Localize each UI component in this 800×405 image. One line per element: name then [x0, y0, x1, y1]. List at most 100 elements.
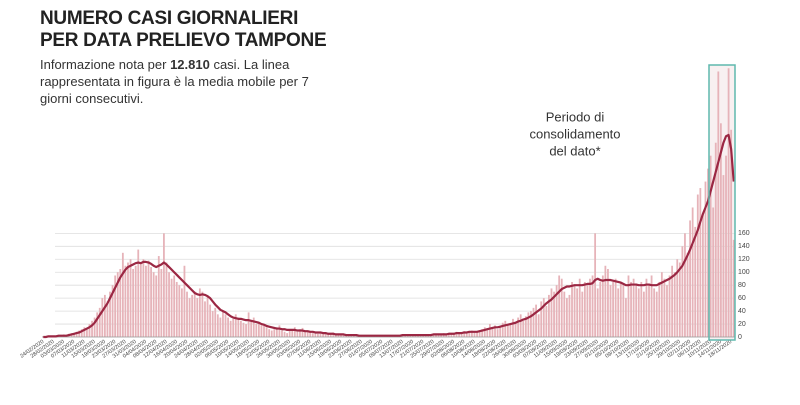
bar [247, 312, 250, 337]
bar [519, 314, 522, 337]
bar [514, 322, 517, 337]
bar [157, 256, 160, 337]
bar [75, 331, 78, 337]
bar [555, 285, 558, 337]
bar [134, 265, 137, 337]
bar [642, 291, 645, 337]
bar [632, 278, 635, 337]
bar [617, 288, 620, 337]
bar [78, 330, 81, 337]
bar [145, 265, 147, 337]
subtitle-count: 12.810 [170, 57, 210, 72]
bar [558, 275, 561, 337]
bar [337, 334, 340, 337]
bar [540, 301, 543, 337]
bar [219, 317, 222, 337]
bar [658, 281, 661, 337]
title-line: NUMERO CASI GIORNALIERI [40, 8, 299, 29]
bar [306, 331, 309, 337]
y-tick-label: 140 [738, 243, 750, 250]
bar [550, 288, 553, 337]
bar [245, 324, 247, 337]
bar [301, 327, 304, 337]
subtitle-text: casi. La linea rappresentata in figura è… [40, 57, 309, 106]
title: NUMERO CASI GIORNALIERI PER DATA PRELIEV… [40, 8, 327, 52]
bar [689, 220, 691, 337]
bar [725, 155, 727, 337]
bar [473, 332, 476, 337]
bar [494, 325, 496, 337]
bar [255, 324, 258, 337]
bar [612, 281, 614, 337]
bar [727, 68, 730, 337]
bar [694, 226, 697, 337]
bar [109, 291, 111, 337]
bar [530, 311, 532, 337]
bar [648, 285, 650, 337]
bar [483, 327, 486, 337]
bar [496, 329, 499, 337]
bar [707, 168, 709, 337]
bar [106, 301, 109, 337]
bar [142, 259, 145, 337]
bar [499, 326, 502, 337]
bar [424, 335, 427, 337]
bar [127, 262, 129, 337]
bar [476, 331, 478, 337]
moving-average-line [43, 133, 735, 339]
bar [586, 285, 589, 337]
bar [730, 129, 733, 337]
bar [625, 298, 627, 337]
bar [270, 330, 273, 337]
bar [717, 71, 720, 337]
bar [601, 275, 604, 337]
bar [630, 281, 632, 337]
bar [304, 330, 306, 337]
bar [506, 325, 509, 337]
bar [553, 291, 555, 337]
bar [168, 272, 170, 337]
bar [712, 207, 715, 337]
bar [668, 275, 671, 337]
bar [512, 318, 514, 337]
bar [589, 278, 591, 337]
bar [155, 275, 158, 337]
bar [491, 327, 494, 337]
bar [139, 262, 142, 337]
bar [709, 155, 712, 337]
bar [453, 333, 455, 337]
bar [596, 288, 599, 337]
bar [227, 317, 229, 337]
bar [147, 260, 150, 337]
bar [458, 333, 460, 337]
bar [455, 331, 458, 337]
subtitle-text: Informazione nota per [40, 57, 171, 72]
bar [165, 262, 168, 337]
bar [619, 281, 622, 337]
bar [468, 331, 471, 337]
bar [537, 314, 540, 337]
bar [517, 317, 520, 337]
bar [183, 265, 186, 337]
bar [286, 333, 289, 337]
bar [119, 269, 122, 337]
annotation: consolidamento [529, 126, 620, 141]
bar [609, 285, 612, 337]
bar [583, 281, 586, 337]
bar [653, 288, 656, 337]
bar [622, 285, 625, 337]
bar [327, 333, 330, 337]
bar [334, 335, 337, 337]
bar [317, 333, 319, 337]
bar [637, 288, 640, 337]
bar [288, 329, 291, 337]
bar [571, 281, 573, 337]
bar [673, 272, 676, 337]
bar [352, 335, 355, 337]
bar [409, 335, 412, 337]
bar [445, 334, 448, 337]
bar [463, 331, 466, 337]
bar [568, 294, 571, 337]
